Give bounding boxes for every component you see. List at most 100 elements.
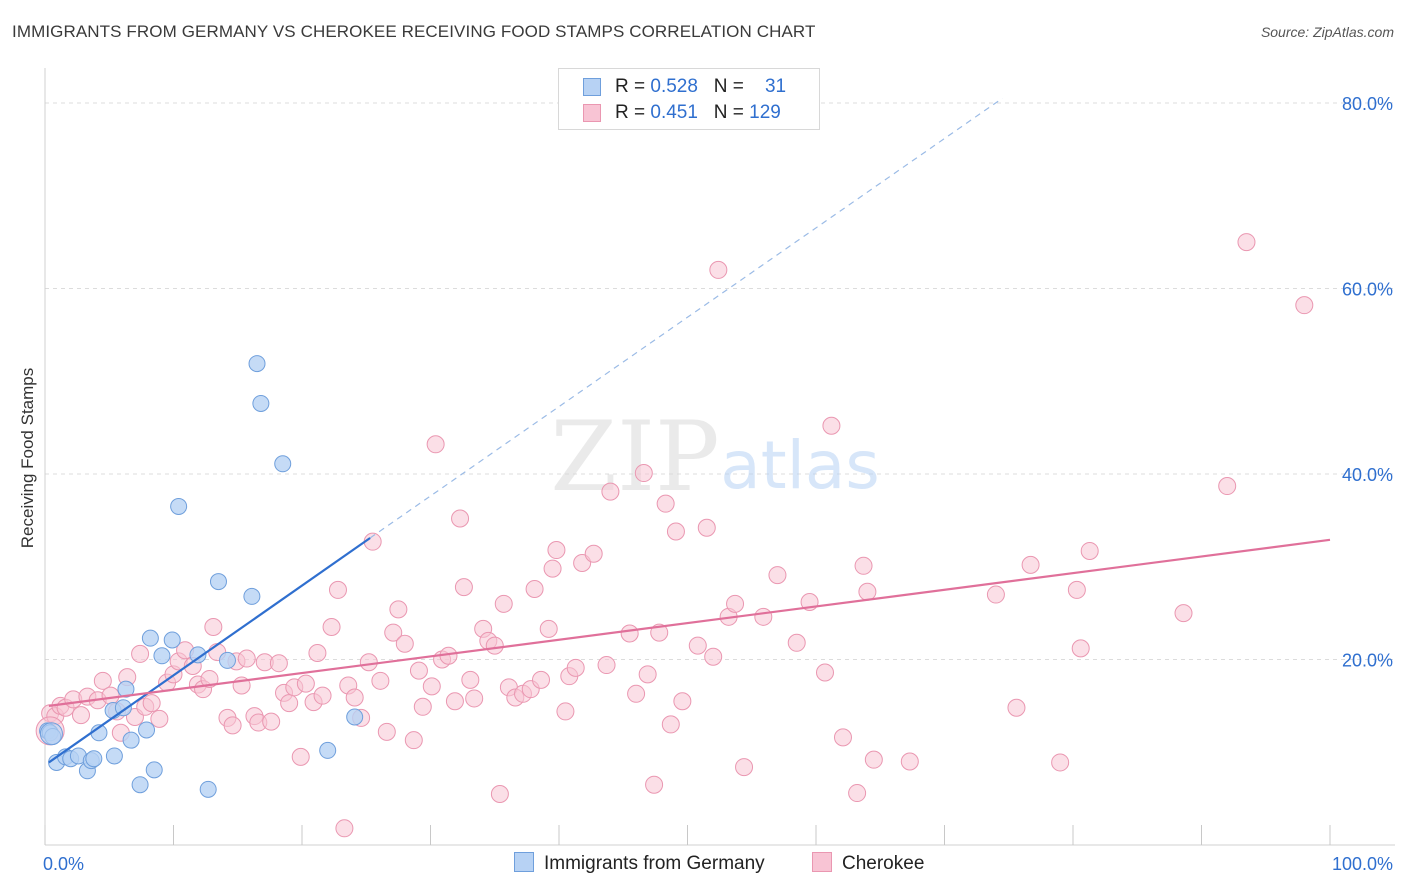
cherokee-point [1218, 477, 1237, 496]
germany-point [248, 355, 266, 373]
legend-r-label: R = [615, 102, 651, 123]
cherokee-point [131, 644, 150, 663]
germany-points [39, 355, 364, 798]
germany-point [39, 722, 63, 746]
cherokee-point [848, 784, 867, 803]
cherokee-point [71, 706, 90, 725]
cherokee-point [556, 702, 575, 721]
bottom-legend-swatch-germany [514, 852, 534, 872]
germany-point [131, 776, 149, 794]
cherokee-point [1237, 233, 1256, 252]
germany-point [145, 761, 163, 779]
cherokee-point [262, 712, 281, 731]
cherokee-point [1174, 604, 1193, 623]
germany-point [117, 680, 135, 698]
cherokee-point [645, 775, 664, 794]
cherokee-point [525, 579, 544, 598]
germany-point [141, 629, 159, 647]
cherokee-point [673, 692, 692, 711]
cherokee-point [735, 758, 754, 777]
cherokee-point [822, 416, 841, 435]
watermark-zip: ZIP [550, 401, 719, 513]
germany-point [153, 647, 171, 665]
cherokee-point [101, 686, 120, 705]
y-tick-label: 40.0% [1342, 465, 1393, 485]
cherokee-point [359, 653, 378, 672]
tick-labels: 20.0% 40.0% 60.0% 80.0% 0.0% 100.0% [43, 94, 1393, 874]
cherokee-point [688, 636, 707, 655]
legend-text-cherokee: R = 0.451 N = 129 [615, 102, 781, 124]
cherokee-point [566, 658, 585, 677]
cherokee-point [709, 260, 728, 279]
cherokee-point [93, 671, 112, 690]
x-tick-label: 100.0% [1332, 854, 1393, 874]
bottom-legend-label-germany: Immigrants from Germany [544, 853, 765, 874]
cherokee-point [697, 518, 716, 537]
cherokee-point [1021, 555, 1040, 574]
legend-r-label: R = [615, 76, 651, 97]
cherokee-point [237, 649, 256, 668]
germany-point [122, 731, 140, 749]
legend-n-label: N = [713, 102, 750, 123]
cherokee-point [371, 671, 390, 690]
cherokee-point [754, 607, 773, 626]
legend-r-value: 0.528 [650, 76, 698, 97]
cherokee-point [377, 722, 396, 741]
cherokee-point [280, 694, 299, 713]
cherokee-point [335, 819, 354, 838]
cherokee-point [532, 670, 551, 689]
legend-n-value: 31 [764, 76, 787, 97]
germany-point [218, 651, 236, 669]
cherokee-point [1080, 541, 1099, 560]
cherokee-point [328, 580, 347, 599]
cherokee-point [142, 694, 161, 713]
germany-point [274, 455, 292, 473]
cherokee-point [620, 624, 639, 643]
germany-point [105, 747, 123, 765]
cherokee-point [900, 752, 919, 771]
watermark: ZIP atlas [550, 401, 879, 513]
cherokee-point [638, 665, 657, 684]
cherokee-point [1067, 580, 1086, 599]
germany-point [170, 497, 188, 515]
legend-swatch-germany [583, 78, 601, 96]
chart-title: IMMIGRANTS FROM GERMANY VS CHEROKEE RECE… [12, 22, 816, 41]
cherokee-point [584, 544, 603, 563]
cherokee-point [854, 556, 873, 575]
bottom-legend-germany: Immigrants from Germany [514, 852, 765, 875]
cherokee-point [858, 582, 877, 601]
cherokee-point [223, 716, 242, 735]
cherokee-point [426, 435, 445, 454]
cherokee-point [422, 677, 441, 696]
cherokee-point [539, 619, 558, 638]
cherokee-point [726, 594, 745, 613]
cherokee-point [485, 636, 504, 655]
cherokee-point [634, 464, 653, 483]
cherokee-point [864, 750, 883, 769]
germany-point [163, 631, 181, 649]
cherokee-point [454, 578, 473, 597]
cherokee-point [1295, 296, 1314, 315]
legend-n-value: 129 [749, 102, 781, 123]
cherokee-point [768, 566, 787, 585]
germany-trend-extension [369, 97, 1003, 539]
germany-point [85, 750, 103, 768]
cherokee-point [308, 643, 327, 662]
chart-source: Source: ZipAtlas.com [1260, 24, 1394, 40]
cherokee-point [465, 689, 484, 708]
cherokee-point [409, 661, 428, 680]
germany-point [189, 646, 207, 664]
bottom-legend-cherokee: Cherokee [812, 852, 924, 875]
cherokee-point [597, 656, 616, 675]
bottom-legend-swatch-cherokee [812, 852, 832, 872]
cherokee-point [601, 482, 620, 501]
y-tick-label: 20.0% [1342, 650, 1393, 670]
y-tick-label: 60.0% [1342, 279, 1393, 299]
correlation-legend: R = 0.528 N = 31 R = 0.451 N = 129 [558, 68, 820, 130]
germany-point [319, 741, 337, 759]
cherokee-point [661, 715, 680, 734]
cherokee-point [461, 670, 480, 689]
cherokee-point [490, 784, 509, 803]
legend-r-value: 0.451 [650, 102, 698, 123]
cherokee-point [204, 618, 223, 637]
